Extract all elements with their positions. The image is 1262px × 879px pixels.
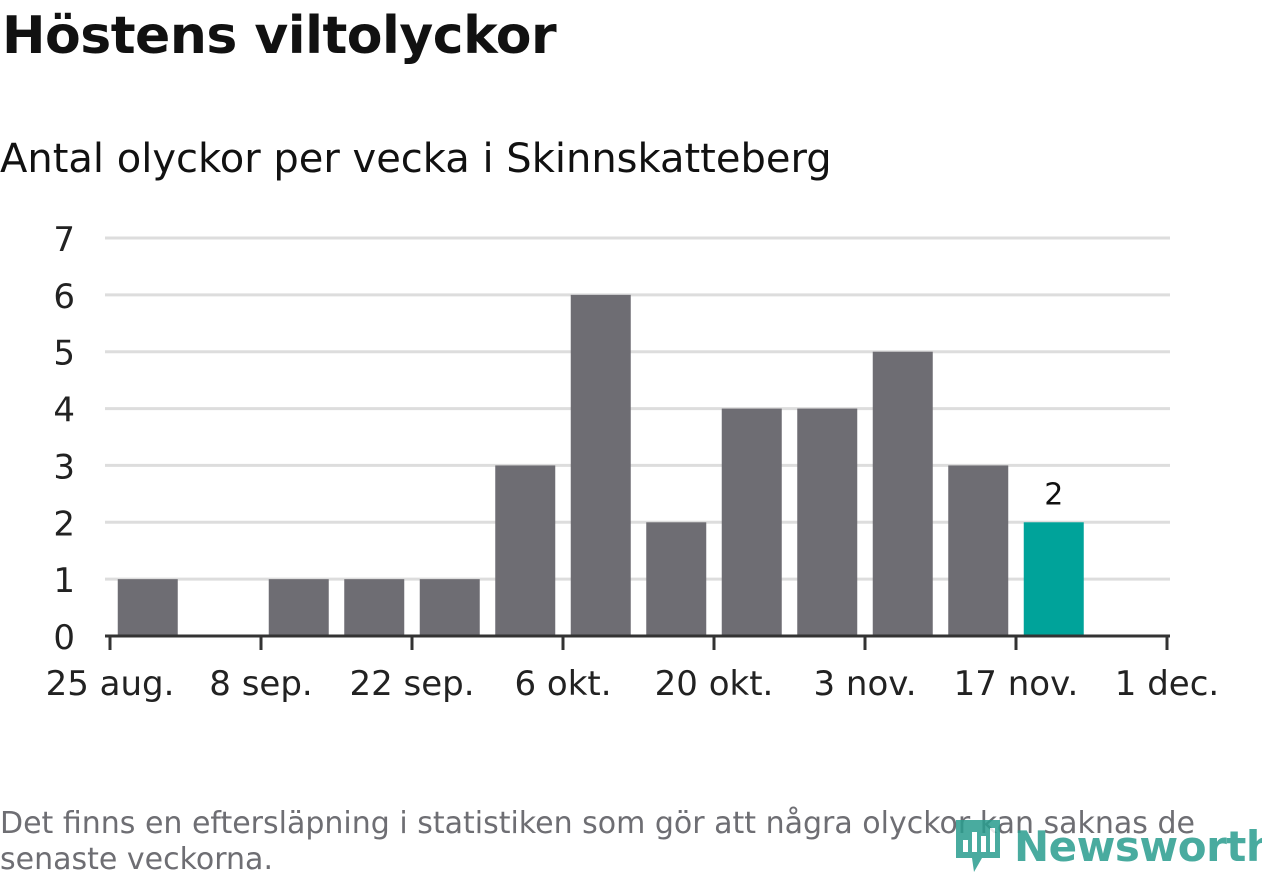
x-tick-label: 8 sep. — [209, 664, 312, 704]
y-tick-label: 6 — [53, 277, 75, 317]
bar — [646, 522, 707, 636]
x-tick-label: 3 nov. — [813, 664, 916, 704]
x-tick-label: 17 nov. — [954, 664, 1079, 704]
x-tick-label: 22 sep. — [349, 664, 474, 704]
bar — [419, 579, 480, 636]
bar — [268, 579, 329, 636]
chart-title: Höstens viltolyckor — [2, 6, 557, 66]
bar — [721, 408, 782, 636]
newsworthy-logo: Newsworthy — [952, 816, 1262, 876]
bar — [495, 465, 556, 636]
y-tick-label: 7 — [53, 220, 75, 260]
bar — [872, 351, 933, 636]
bar — [117, 579, 178, 636]
y-tick-label: 2 — [53, 504, 75, 544]
bar-highlight — [1023, 522, 1084, 636]
bar — [344, 579, 405, 636]
y-tick-label: 3 — [53, 447, 75, 487]
x-tick-label: 25 aug. — [46, 664, 175, 704]
bar — [948, 465, 1009, 636]
bar — [797, 408, 858, 636]
newsworthy-icon — [956, 820, 1000, 872]
y-tick-label: 0 — [53, 618, 75, 658]
bar-chart: 0 1 2 3 4 5 6 7 2 25 aug. 8 sep. 22 sep. 6 okt. 20 ok… — [46, 220, 1220, 704]
y-tick-label: 1 — [53, 561, 75, 601]
bar — [570, 294, 631, 636]
y-tick-label: 4 — [53, 391, 75, 431]
x-tick-label: 6 okt. — [514, 664, 611, 704]
x-tick-label: 20 okt. — [655, 664, 774, 704]
data-label: 2 — [1044, 477, 1063, 512]
chart-subtitle: Antal olyckor per vecka i Skinnskatteber… — [0, 136, 832, 182]
y-tick-label: 5 — [53, 334, 75, 374]
x-tick-label: 1 dec. — [1115, 664, 1219, 704]
brand-name: Newsworthy — [1014, 821, 1262, 871]
